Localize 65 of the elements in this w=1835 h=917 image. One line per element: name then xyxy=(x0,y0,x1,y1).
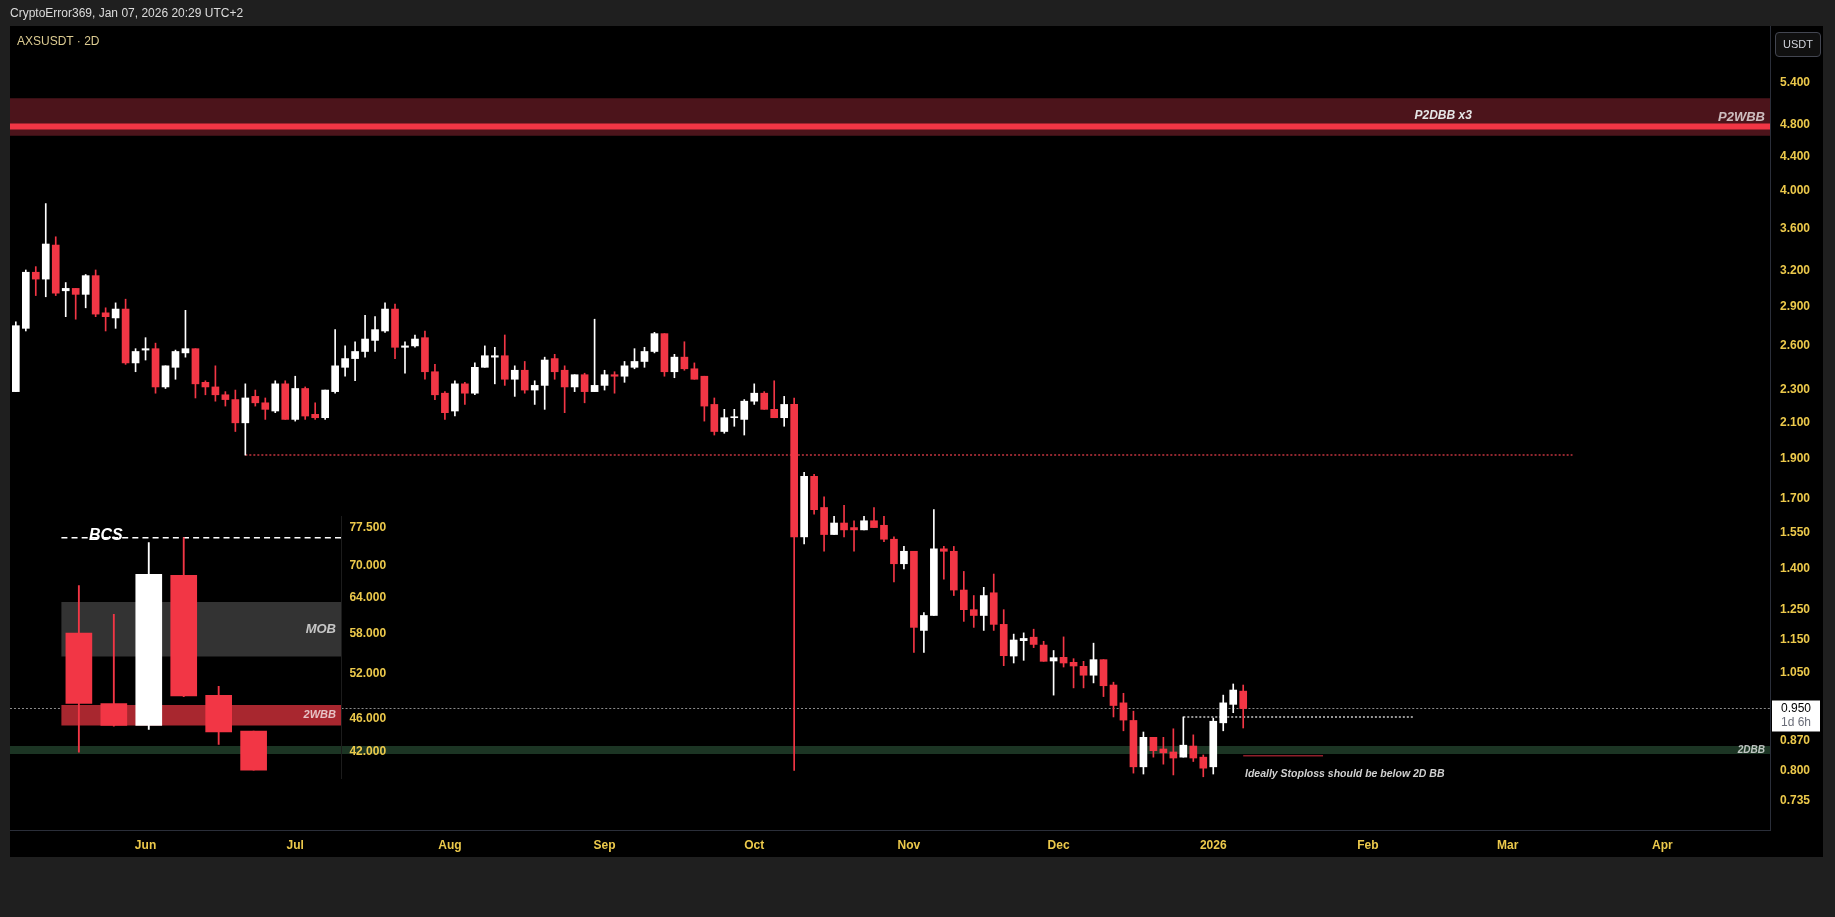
y-tick-label: 70.000 xyxy=(349,557,387,572)
y-tick-label: 1.550 xyxy=(1780,524,1811,539)
y-tick-label: 1.400 xyxy=(1780,561,1811,576)
y-tick-label: 0.800 xyxy=(1780,762,1811,777)
x-tick-label: 2026 xyxy=(1199,837,1227,852)
x-tick-label: Oct xyxy=(744,837,765,852)
candlestick xyxy=(770,380,779,419)
y-tick-label: 42.000 xyxy=(349,743,387,758)
y-tick-label: 3.200 xyxy=(1780,263,1811,278)
y-tick-label: 64.000 xyxy=(349,590,387,605)
x-tick-label: Dec xyxy=(1047,837,1070,852)
y-tick-label: 4.000 xyxy=(1780,183,1811,198)
band-label: 2DBB xyxy=(1736,743,1765,755)
x-tick-label: Jun xyxy=(134,837,157,852)
candlestick xyxy=(490,346,499,385)
y-tick-label: 1.900 xyxy=(1780,451,1811,466)
candlestick xyxy=(351,341,359,382)
x-tick-label: Nov xyxy=(897,837,921,852)
x-tick-label: Jul xyxy=(286,837,304,852)
candlestick xyxy=(61,282,70,317)
candlestick xyxy=(940,546,948,580)
candlestick xyxy=(730,409,739,427)
y-tick-label: 5.400 xyxy=(1780,74,1811,89)
text: CryptoError369, Jan 07, 2026 20:29 UTC+2 xyxy=(10,5,244,21)
x-tick-label: Sep xyxy=(593,837,616,852)
y-tick-label: 52.000 xyxy=(349,665,387,680)
x-tick-label: Apr xyxy=(1651,837,1673,852)
y-tick-label: 4.400 xyxy=(1780,148,1811,163)
x-tick-label: Mar xyxy=(1496,837,1519,852)
y-tick-label: 1.150 xyxy=(1780,632,1811,647)
candlestick xyxy=(401,341,409,374)
y-tick-label: 2.600 xyxy=(1780,338,1811,353)
y-tick-label: 4.800 xyxy=(1780,117,1811,132)
candlestick xyxy=(71,288,80,320)
y-tick-label: 77.500 xyxy=(349,520,387,535)
y-tick-label: 1.250 xyxy=(1780,601,1811,616)
y-tick-label: 58.000 xyxy=(349,626,387,641)
y-tick-label: 3.600 xyxy=(1780,221,1811,236)
candlestick xyxy=(1019,632,1028,661)
y-tick-label: 1.050 xyxy=(1780,664,1811,679)
y-tick-label: 0.870 xyxy=(1780,732,1811,747)
candlestick xyxy=(311,402,320,420)
candlestick xyxy=(840,505,848,538)
candlestick xyxy=(850,520,858,552)
candlestick xyxy=(969,595,978,628)
y-tick-label: 2.900 xyxy=(1780,298,1811,313)
annotation: Ideally Stoploss should be below 2D BB xyxy=(1245,766,1445,781)
y-tick-label: 46.000 xyxy=(349,710,387,725)
x-tick-label: Aug xyxy=(438,837,462,852)
y-tick-label: 2.100 xyxy=(1780,415,1811,430)
ref-line-label: P2DBB x3 xyxy=(1414,107,1473,122)
x-tick-label: Feb xyxy=(1357,837,1379,852)
text: BCS xyxy=(89,524,123,545)
ref-line-label: 0.950 xyxy=(1780,700,1812,715)
y-tick-label: 1.700 xyxy=(1780,491,1811,506)
band-label: MOB xyxy=(305,620,336,636)
y-tick-label: 0.735 xyxy=(1780,793,1811,808)
y-axis-title: USDT xyxy=(1775,32,1821,57)
y-tick-label: 2.300 xyxy=(1780,382,1811,397)
text: AXSUSDT · 2D xyxy=(17,33,100,50)
candlestick xyxy=(530,380,539,405)
text: 1d 6h xyxy=(1780,715,1812,730)
band-label: P2WBB xyxy=(1718,108,1765,124)
band-label: 2WBB xyxy=(302,708,337,721)
candlestick xyxy=(31,266,40,296)
